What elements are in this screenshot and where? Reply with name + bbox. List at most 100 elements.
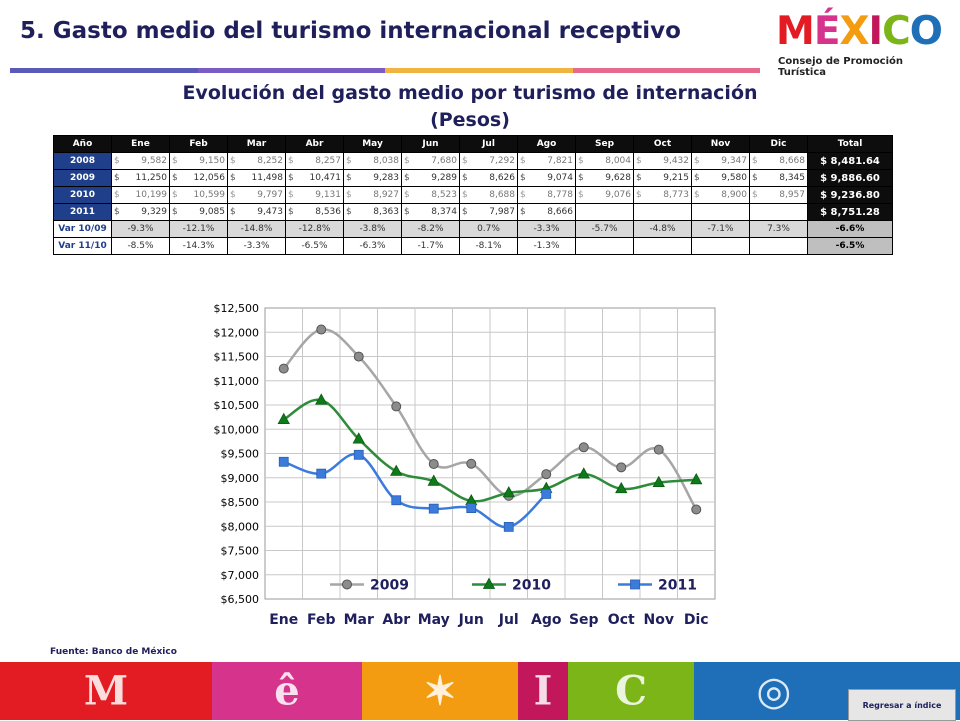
value-cell: $9,283 xyxy=(343,169,402,187)
cell-value: 7,292 xyxy=(489,156,515,166)
variation-cell xyxy=(749,237,808,255)
value-cell: $8,363 xyxy=(343,203,402,221)
data-point-2011 xyxy=(353,449,364,460)
table-row: 2009 $11,250 $12,056 $11,498 $10,471 $9,283 $9… xyxy=(53,169,893,187)
variation-cell: 0.7% xyxy=(459,220,518,238)
cell-value: 8,345 xyxy=(779,173,805,183)
currency-symbol: $ xyxy=(404,156,410,166)
value-cell: $8,778 xyxy=(517,186,576,204)
column-header-12: Dic xyxy=(749,135,808,153)
currency-symbol: $ xyxy=(288,190,294,200)
footer-panel: M xyxy=(0,662,212,720)
value-cell: $9,076 xyxy=(575,186,634,204)
cell-value: 9,432 xyxy=(663,156,689,166)
value-cell: $8,773 xyxy=(633,186,692,204)
y-tick-label: $8,500 xyxy=(221,496,260,509)
legend-label: 2010 xyxy=(512,577,551,593)
cell-value: 9,074 xyxy=(547,173,573,183)
cell-value: 7,987 xyxy=(489,207,515,217)
expenditure-table: Año Ene Feb Mar Abr May Jun Jul Ago Sep Oct Nov Dic T… xyxy=(53,135,893,255)
value-cell: $8,523 xyxy=(401,186,460,204)
variation-cell: -8.1% xyxy=(459,237,518,255)
m-glyph-icon: M xyxy=(83,667,129,715)
variation-cell: -6.5% xyxy=(285,237,344,255)
footer-panel: I xyxy=(518,662,568,720)
value-cell: $11,498 xyxy=(227,169,286,187)
logo-subtitle: Consejo de Promoción Turística xyxy=(778,56,904,78)
currency-symbol: $ xyxy=(230,190,236,200)
column-header-13: Total xyxy=(807,135,893,153)
currency-symbol: $ xyxy=(346,156,352,166)
value-cell: $9,085 xyxy=(169,203,228,221)
variation-cell: -4.8% xyxy=(633,220,692,238)
currency-symbol: $ xyxy=(520,190,526,200)
currency-symbol: $ xyxy=(346,190,352,200)
cell-value: 9,628 xyxy=(605,173,631,183)
column-header-2: Feb xyxy=(169,135,228,153)
source-note: Fuente: Banco de México xyxy=(50,647,177,657)
currency-symbol: $ xyxy=(404,190,410,200)
currency-symbol: $ xyxy=(172,207,178,217)
variation-total-cell: -6.5% xyxy=(807,237,893,255)
data-point-2010 xyxy=(577,467,590,479)
data-point-2010 xyxy=(615,481,628,494)
value-cell: $9,215 xyxy=(633,169,692,187)
x-tick-label: Sep xyxy=(569,612,599,628)
cell-value: 9,329 xyxy=(141,207,167,217)
value-cell xyxy=(691,203,750,221)
value-cell: $9,131 xyxy=(285,186,344,204)
cell-value: 9,289 xyxy=(431,173,457,183)
column-header-9: Sep xyxy=(575,135,634,153)
data-point-2009 xyxy=(466,458,477,469)
data-point-2009 xyxy=(391,401,402,412)
value-cell xyxy=(575,203,634,221)
currency-symbol: $ xyxy=(462,173,468,183)
currency-symbol: $ xyxy=(404,207,410,217)
variation-cell: -8.2% xyxy=(401,220,460,238)
y-tick-label: $9,000 xyxy=(221,472,260,485)
value-cell: $9,628 xyxy=(575,169,634,187)
currency-symbol: $ xyxy=(694,173,700,183)
value-cell: $8,038 xyxy=(343,152,402,170)
value-cell: $8,374 xyxy=(401,203,460,221)
value-cell: $10,471 xyxy=(285,169,344,187)
cell-value: 8,038 xyxy=(373,156,399,166)
value-cell: $9,289 xyxy=(401,169,460,187)
data-point-2011 xyxy=(503,521,514,532)
cell-value: 8,688 xyxy=(489,190,515,200)
column-header-6: Jun xyxy=(401,135,460,153)
y-tick-label: $7,500 xyxy=(221,545,260,558)
column-header-4: Abr xyxy=(285,135,344,153)
cell-value: 9,347 xyxy=(721,156,747,166)
cell-value: 9,582 xyxy=(141,156,167,166)
data-point-2009 xyxy=(353,351,364,362)
cell-value: 9,150 xyxy=(199,156,225,166)
value-cell: $7,987 xyxy=(459,203,518,221)
currency-symbol: $ xyxy=(288,207,294,217)
table-header-row: Año Ene Feb Mar Abr May Jun Jul Ago Sep Oct Nov Dic T… xyxy=(53,135,893,153)
back-to-index-button[interactable]: Regresar a índice xyxy=(848,689,956,721)
cell-value: 9,473 xyxy=(257,207,283,217)
value-cell: $8,668 xyxy=(749,152,808,170)
value-cell: $9,797 xyxy=(227,186,286,204)
currency-symbol: $ xyxy=(172,156,178,166)
x-tick-label: May xyxy=(418,612,450,628)
value-cell: $10,199 xyxy=(111,186,170,204)
variation-total-cell: -6.6% xyxy=(807,220,893,238)
value-cell: $12,056 xyxy=(169,169,228,187)
value-cell: $8,257 xyxy=(285,152,344,170)
value-cell: $9,473 xyxy=(227,203,286,221)
currency-symbol: $ xyxy=(230,173,236,183)
y-tick-label: $9,500 xyxy=(221,448,260,461)
x-tick-label: Jun xyxy=(458,612,484,628)
x-tick-label: Ene xyxy=(269,612,298,628)
data-point-2010 xyxy=(690,473,703,485)
value-cell: $8,626 xyxy=(459,169,518,187)
value-cell: $8,957 xyxy=(749,186,808,204)
cell-value: 8,374 xyxy=(431,207,457,217)
data-point-2009 xyxy=(278,363,289,374)
chart-title: Evolución del gasto medio por turismo de… xyxy=(140,80,800,134)
currency-symbol: $ xyxy=(230,156,236,166)
column-header-1: Ene xyxy=(111,135,170,153)
